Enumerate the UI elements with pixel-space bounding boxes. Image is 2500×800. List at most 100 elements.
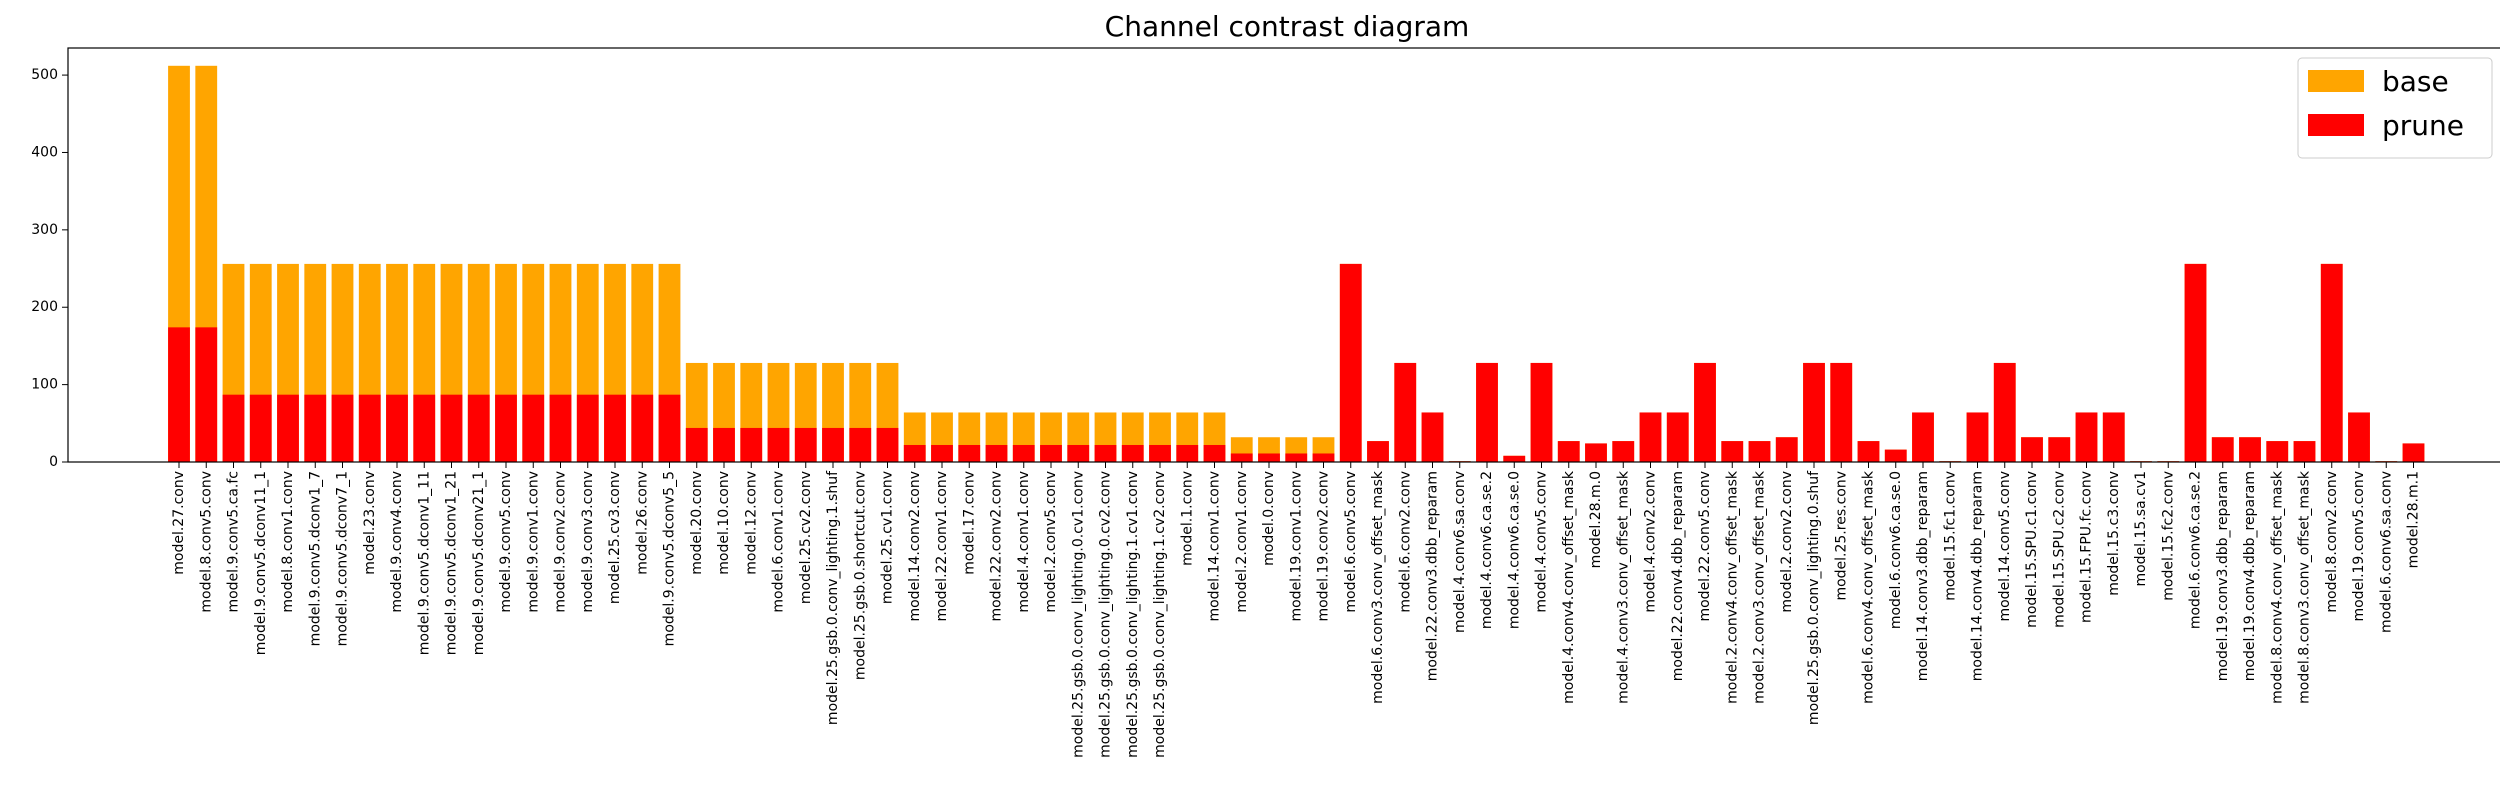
bar-prune-69 [2048,437,2071,462]
x-tick-label: model.22.conv5.conv [1697,471,1713,622]
bar-prune-58 [1748,441,1771,462]
x-tick-label: model.25.cv3.conv [607,471,623,604]
x-tick-label: model.15.SPU.c1.conv [2024,471,2040,628]
x-tick-label: model.15.c3.conv [2106,471,2122,596]
y-tick-label: 200 [31,299,58,315]
bar-prune-70 [2075,412,2098,462]
x-tick-label: model.2.conv3.conv_offset_mask [1752,470,1768,704]
bar-prune-77 [2266,441,2289,462]
x-tick-label: model.9.conv2.conv [553,471,569,613]
x-tick-label: model.9.conv5.conv [498,471,514,613]
x-tick-label: model.6.conv6.ca.se.0 [1888,471,1904,629]
x-tick-label: model.9.conv4.conv [389,471,405,613]
x-tick-label: model.9.conv1.conv [525,471,541,613]
x-tick-label: model.6.conv4.conv_offset_mask [1861,470,1877,704]
x-tick-label: model.25.gsb.0.shortcut.conv [852,471,868,680]
bar-prune-12 [495,394,517,462]
bar-prune-24 [822,427,844,462]
bar-prune-19 [685,427,708,462]
bar-prune-5 [304,394,327,462]
x-tick-label: model.9.conv5.dconv1_7 [307,471,323,646]
bar-prune-39 [1230,453,1253,462]
x-tick-label: model.9.conv5.dconv21_1 [471,471,487,655]
x-tick-label: model.2.conv5.conv [1043,471,1059,613]
x-tick-label: model.6.conv6.ca.se.2 [2188,471,2204,629]
bar-prune-82 [2402,443,2425,462]
bar-prune-17 [631,394,654,462]
bar-prune-36 [1149,444,1171,462]
bar-prune-32 [1040,444,1062,462]
bar-prune-44 [1367,441,1389,462]
bar-prune-59 [1775,437,1798,462]
y-tick-label: 100 [31,377,58,393]
bar-prune-10 [440,394,463,462]
bar-prune-20 [713,427,735,462]
x-tick-label: model.8.conv1.conv [280,471,296,613]
x-tick-label: model.22.conv4.dbb_reparam [1670,471,1686,681]
bar-prune-46 [1421,412,1444,462]
bar-prune-23 [794,427,817,462]
x-tick-label: model.22.conv1.conv [934,471,950,622]
bar-prune-48 [1476,362,1498,462]
x-tick-label: model.9.conv5.dconv1_11 [416,471,432,655]
bar-prune-22 [767,427,790,462]
x-tick-label: model.19.conv4.dbb_reparam [2242,471,2258,681]
bar-prune-51 [1557,441,1580,462]
bar-prune-9 [413,394,436,462]
x-tick-label: model.27.conv [171,471,187,575]
bar-prune-45 [1394,362,1417,462]
bar-prune-60 [1803,362,1825,462]
bar-prune-79 [2320,263,2343,462]
bar-prune-78 [2293,441,2316,462]
y-tick-label: 500 [31,67,58,83]
x-tick-label: model.6.conv6.sa.conv [2378,471,2394,633]
x-tick-label: model.0.conv [1261,471,1277,566]
bar-prune-35 [1121,444,1144,462]
x-tick-label: model.23.conv [362,471,378,575]
plot-frame [67,47,2500,463]
x-tick-label: model.12.conv [743,471,759,575]
x-axis: model.27.conv model.8.conv5.conv model.9.c… [171,462,2422,758]
x-tick-label: model.28.m.1 [2406,471,2422,568]
x-tick-label: model.19.conv2.conv [1316,471,1332,622]
bar-prune-55 [1666,412,1689,462]
x-tick-label: model.9.conv5.dconv7_1 [335,471,351,646]
bar-prune-4 [277,394,299,462]
bar-prune-80 [2348,412,2370,462]
bar-prune-1 [195,327,218,462]
x-tick-label: model.15.SPU.c2.conv [2051,471,2067,628]
x-tick-label: model.9.conv5.dconv5_5 [662,471,678,646]
x-tick-label: model.25.gsb.0.conv_lighting.1.shuf [825,470,841,725]
x-tick-label: model.25.cv1.conv [880,471,896,604]
x-tick-label: model.4.conv2.conv [1643,471,1659,613]
bar-prune-3 [249,394,272,462]
bar-prune-76 [2239,437,2261,462]
x-tick-label: model.14.conv5.conv [1997,471,2013,622]
bar-prune-50 [1530,362,1553,462]
bar-prune-40 [1258,453,1280,462]
bar-prune-27 [903,444,926,462]
x-tick-label: model.8.conv5.conv [198,471,214,613]
bars-group [168,65,2425,463]
legend-swatch-prune [2308,114,2364,136]
x-tick-label: model.4.conv6.sa.conv [1452,471,1468,633]
x-tick-label: model.1.conv [1179,471,1195,566]
bar-prune-67 [1993,362,2016,462]
x-tick-label: model.25.gsb.0.conv_lighting.1.cv1.conv [1125,471,1141,758]
x-tick-label: model.20.conv [689,471,705,575]
bar-prune-28 [931,444,953,462]
x-tick-label: model.14.conv2.conv [907,471,923,622]
x-tick-label: model.17.conv [961,471,977,575]
bar-prune-42 [1312,453,1335,462]
bar-prune-16 [604,394,626,462]
x-tick-label: model.4.conv6.ca.se.0 [1506,471,1522,629]
bar-prune-2 [222,394,245,462]
legend-swatch-base [2308,70,2364,92]
x-tick-label: model.25.res.conv [1833,471,1849,601]
bar-prune-56 [1694,362,1716,462]
x-tick-label: model.22.conv3.dbb_reparam [1425,471,1441,681]
x-tick-label: model.14.conv4.dbb_reparam [1970,471,1986,681]
x-tick-label: model.15.fc1.conv [1942,471,1958,601]
x-tick-label: model.2.conv1.conv [1234,471,1250,613]
x-tick-label: model.4.conv6.ca.se.2 [1479,471,1495,629]
